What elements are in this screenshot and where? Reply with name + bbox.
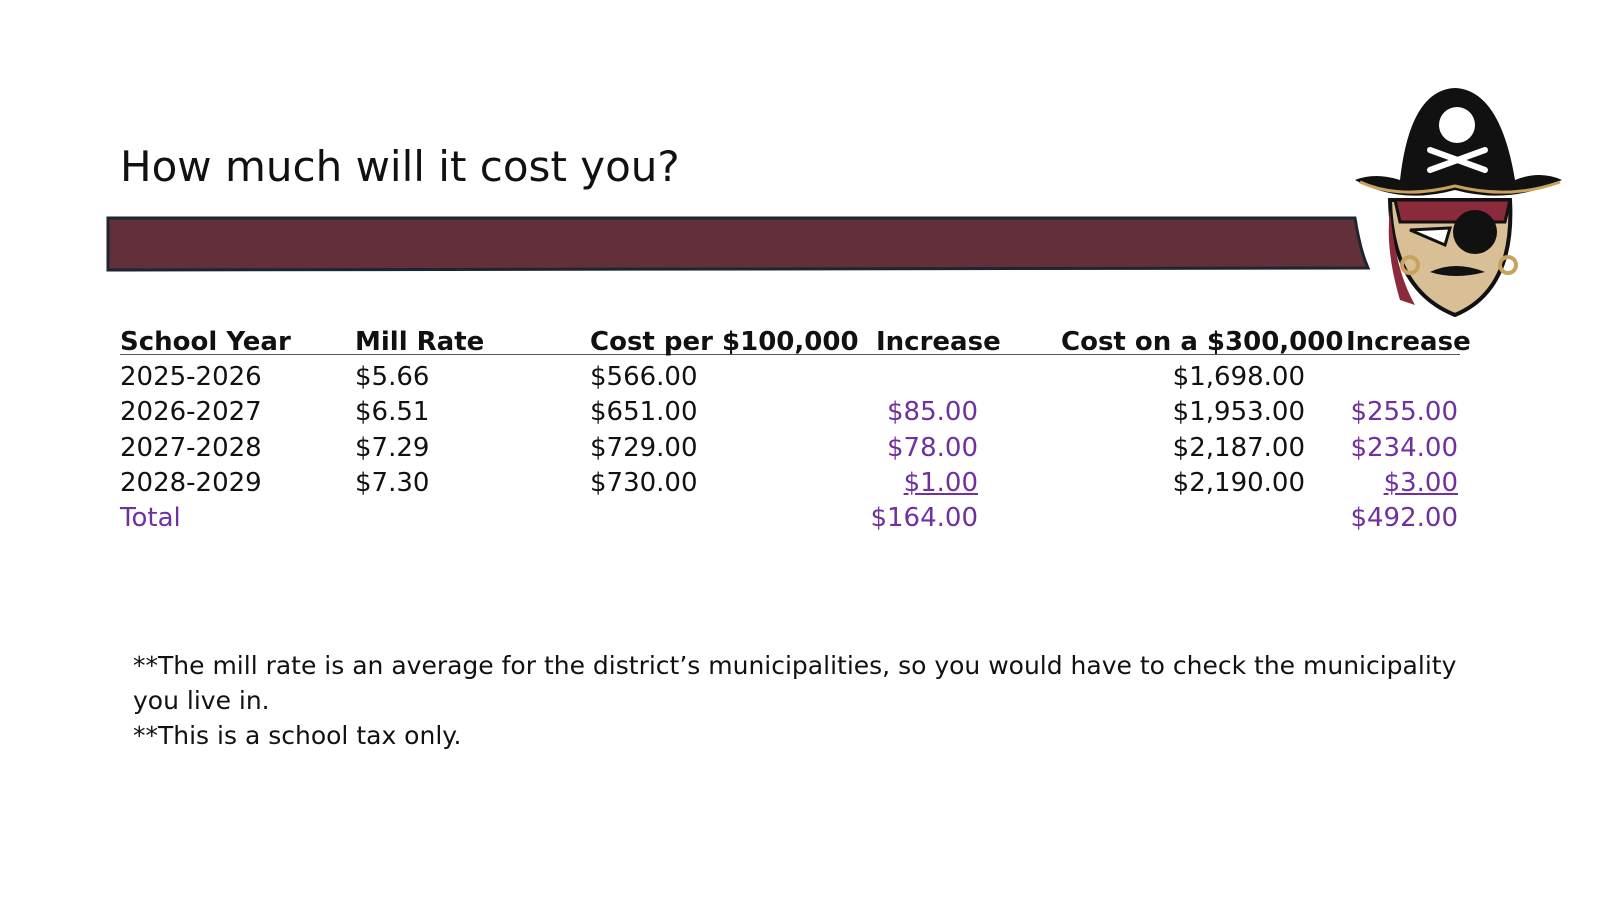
table-cell: 2025-2026 [120, 362, 262, 392]
table-cell: $234.00 [1350, 432, 1458, 463]
table-cell: 2026-2027 [120, 397, 262, 428]
table-cell: $2,190.00 [1172, 467, 1305, 498]
table-cell: $1,698.00 [1172, 362, 1305, 392]
table-cell: $6.51 [355, 397, 430, 428]
table-cell: $3.00 [1383, 467, 1458, 498]
banner-bar [106, 216, 1371, 272]
slide-title: How much will it cost you? [120, 142, 680, 191]
table-cell: 2027-2028 [120, 432, 262, 463]
table-cell: $1,953.00 [1172, 397, 1305, 428]
table-cell: $651.00 [590, 397, 698, 428]
note: **This is a school tax only. [133, 721, 462, 750]
column-header: Mill Rate [355, 327, 485, 357]
column-header: Increase [876, 327, 1001, 357]
pirate-mascot [1355, 88, 1562, 318]
table-cell: $164.00 [870, 503, 978, 534]
notes: **The mill rate is an average for the di… [133, 648, 1473, 753]
table-cell: $85.00 [887, 397, 978, 428]
table-cell: $255.00 [1350, 397, 1458, 428]
table-cell: $2,187.00 [1172, 432, 1305, 463]
column-header: Cost on a $300,000 [1061, 327, 1344, 357]
column-header: School Year [120, 327, 291, 357]
header-rule [120, 354, 1460, 355]
column-header: Cost per $100,000 [590, 327, 859, 357]
table-cell: $492.00 [1350, 503, 1458, 534]
table-cell: $78.00 [887, 432, 978, 463]
table-cell: $7.30 [355, 467, 430, 498]
note: **The mill rate is an average for the di… [133, 651, 1457, 715]
banner-graphics [106, 88, 1562, 318]
table-cell: $1.00 [903, 467, 978, 498]
table-cell: $566.00 [590, 362, 698, 392]
table-cell: 2028-2029 [120, 467, 262, 498]
table-cell: $730.00 [590, 467, 698, 498]
table-cell: $5.66 [355, 362, 430, 392]
table-cell: $729.00 [590, 432, 698, 463]
column-header: Increase [1346, 327, 1471, 357]
table-cell: Total [120, 503, 181, 534]
table-cell: $7.29 [355, 432, 430, 463]
